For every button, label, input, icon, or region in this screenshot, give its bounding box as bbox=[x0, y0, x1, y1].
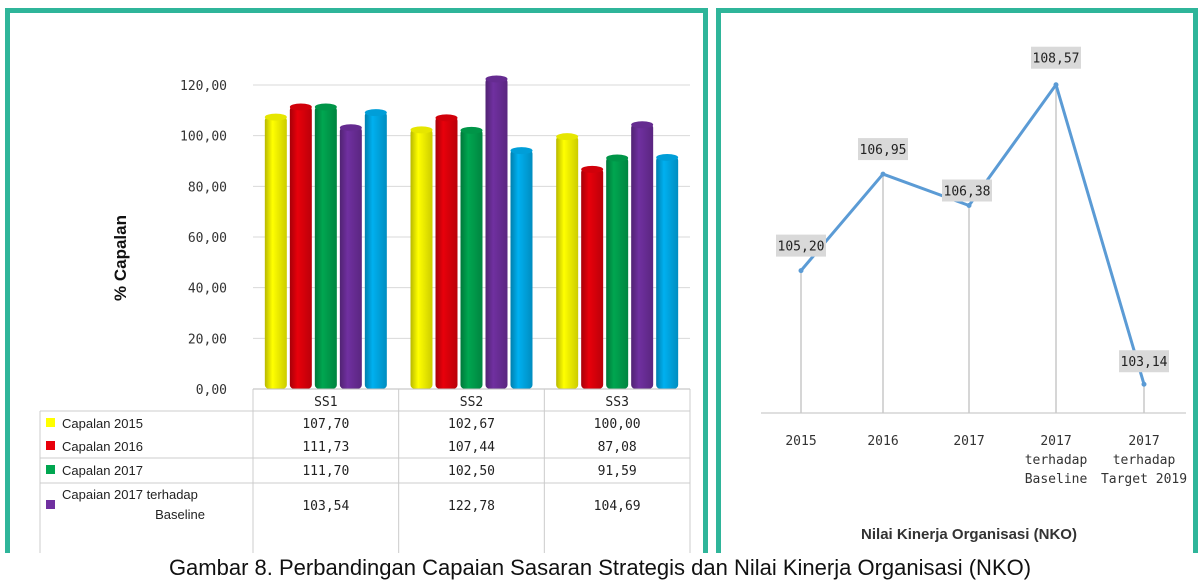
legend-swatch bbox=[46, 441, 55, 450]
data-label: 87,08 bbox=[598, 440, 637, 455]
data-label: 102,67 bbox=[448, 417, 495, 432]
data-label: 122,78 bbox=[448, 499, 495, 514]
legend-label: Capalan 2017 bbox=[62, 463, 143, 478]
bar bbox=[264, 116, 287, 389]
data-label: 100,00 bbox=[594, 417, 641, 432]
y-tick-label: 100,00 bbox=[180, 130, 227, 145]
x-tick-label: Baseline bbox=[1025, 472, 1088, 487]
data-label-bg bbox=[858, 138, 908, 161]
x-tick-label: terhadap bbox=[1025, 453, 1088, 468]
data-label: 107,44 bbox=[448, 440, 495, 455]
bar bbox=[339, 126, 362, 389]
data-label-bg bbox=[776, 234, 826, 257]
data-label: 91,59 bbox=[598, 464, 637, 479]
data-label: 108,57 bbox=[1033, 52, 1080, 67]
bar bbox=[581, 168, 604, 389]
x-tick-label: 2017 bbox=[953, 434, 984, 449]
data-label: 103,54 bbox=[302, 499, 349, 514]
data-label-bg bbox=[942, 179, 992, 202]
x-tick-label: 2017 bbox=[1128, 434, 1159, 449]
bar-top bbox=[289, 103, 312, 111]
y-tick-label: 120,00 bbox=[180, 79, 227, 94]
bar bbox=[485, 77, 508, 389]
bar bbox=[606, 156, 629, 389]
data-point bbox=[880, 171, 886, 177]
legend-swatch bbox=[46, 465, 55, 474]
x-tick-label: terhadap bbox=[1113, 453, 1176, 468]
y-axis-label: % Capalan bbox=[111, 215, 130, 301]
bar-top bbox=[510, 147, 533, 155]
category-label: SS2 bbox=[460, 395, 483, 410]
line-chart-panel: 105,20 106,95 106,38 108,57 103,14 2015 2016 20… bbox=[716, 8, 1198, 568]
category-label: SS3 bbox=[605, 395, 628, 410]
bar bbox=[314, 106, 337, 389]
bar-top bbox=[410, 126, 433, 134]
bar-top bbox=[556, 133, 579, 141]
data-label-bg bbox=[1031, 46, 1081, 69]
data-label: 102,50 bbox=[448, 464, 495, 479]
y-tick-label: 60,00 bbox=[188, 231, 227, 246]
legend-swatch bbox=[46, 418, 55, 427]
data-label: 111,73 bbox=[302, 440, 349, 455]
bar-top bbox=[339, 124, 362, 132]
bar-top bbox=[606, 154, 629, 162]
bar-top bbox=[364, 109, 387, 117]
bar bbox=[631, 123, 654, 389]
y-tick-label: 80,00 bbox=[188, 180, 227, 195]
bar bbox=[510, 149, 533, 389]
data-label: 111,70 bbox=[302, 464, 349, 479]
bar-top bbox=[314, 103, 337, 111]
data-label: 103,14 bbox=[1121, 355, 1168, 370]
data-label: 105,20 bbox=[778, 240, 825, 255]
x-axis-label: Nilai Kinerja Organisasi (NKO) bbox=[861, 526, 1077, 543]
data-label: 106,95 bbox=[860, 143, 907, 158]
bar bbox=[656, 156, 679, 389]
bar bbox=[364, 111, 387, 389]
y-tick-label: 0,00 bbox=[196, 383, 227, 398]
data-label: 107,70 bbox=[302, 417, 349, 432]
x-tick-label: 2016 bbox=[867, 434, 898, 449]
x-tick-label: Target 2019 bbox=[1101, 472, 1187, 487]
data-label-bg bbox=[1119, 350, 1169, 373]
bar bbox=[460, 129, 483, 389]
bar-top bbox=[264, 113, 287, 121]
data-point bbox=[798, 268, 804, 274]
series-line bbox=[799, 83, 1146, 385]
bar bbox=[556, 135, 579, 389]
x-tick-label: 2017 bbox=[1040, 434, 1071, 449]
data-label: 106,38 bbox=[944, 185, 991, 200]
y-tick-label: 40,00 bbox=[188, 282, 227, 297]
bar bbox=[410, 128, 433, 390]
bar-top bbox=[656, 153, 679, 161]
bar bbox=[435, 116, 458, 389]
bar bbox=[289, 105, 312, 389]
bar-top bbox=[460, 126, 483, 134]
figure-caption: Gambar 8. Perbandingan Capaian Sasaran S… bbox=[0, 553, 1200, 583]
legend-label: Capalan 2016 bbox=[62, 439, 143, 454]
data-label: 104,69 bbox=[594, 499, 641, 514]
category-label: SS1 bbox=[314, 395, 337, 410]
bar-top bbox=[631, 121, 654, 129]
data-point bbox=[966, 203, 972, 209]
legend-label: Baseline bbox=[155, 507, 205, 522]
line-chart: 105,20 106,95 106,38 108,57 103,14 2015 2016 20… bbox=[761, 46, 1187, 543]
x-tick-label: 2015 bbox=[785, 434, 816, 449]
data-point bbox=[1053, 82, 1059, 88]
bar-top bbox=[581, 165, 604, 173]
legend-label: Capalan 2015 bbox=[62, 416, 143, 431]
data-point bbox=[1141, 381, 1147, 387]
bar-chart-panel: 0,00 20,00 40,00 60,00 80,00 100,00 120,00 % Ca… bbox=[5, 8, 708, 573]
legend-label: Capaian 2017 terhadap bbox=[62, 487, 198, 502]
bar-chart: 0,00 20,00 40,00 60,00 80,00 100,00 120,00 % Ca… bbox=[39, 75, 691, 573]
bar-top bbox=[435, 114, 458, 122]
y-tick-label: 20,00 bbox=[188, 332, 227, 347]
bar-top bbox=[485, 75, 508, 83]
legend-swatch bbox=[46, 500, 55, 509]
